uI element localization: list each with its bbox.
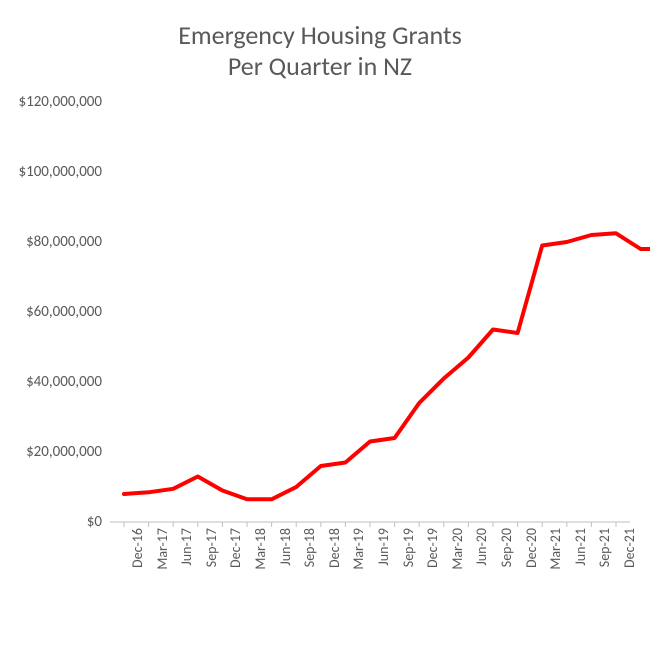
x-axis-label: Dec-21 [621, 528, 638, 568]
x-axis-label: Jun-20 [473, 528, 490, 566]
x-axis-label: Dec-18 [326, 528, 343, 568]
x-axis-label: Mar-17 [154, 528, 171, 570]
line-series [124, 141, 650, 500]
y-axis-label: $60,000,000 [26, 303, 110, 321]
x-axis-label: Dec-17 [227, 528, 244, 568]
chart-svg [110, 102, 630, 522]
y-axis-label: $100,000,000 [18, 163, 110, 181]
title-line-2: Per Quarter in NZ [228, 50, 412, 82]
x-axis-label: Sep-18 [301, 528, 318, 567]
x-axis-label: Mar-19 [350, 528, 367, 570]
x-axis-label: Dec-19 [424, 528, 441, 568]
x-axis-label: Jun-19 [375, 528, 392, 566]
y-axis-label: $0 [87, 513, 110, 531]
x-axis-label: Sep-20 [498, 528, 515, 567]
x-axis-label: Sep-21 [596, 528, 613, 567]
x-axis-label: Sep-17 [203, 528, 220, 567]
y-axis-label: $40,000,000 [26, 373, 110, 391]
plot-area: $0$20,000,000$40,000,000$60,000,000$80,0… [110, 102, 630, 522]
x-axis-label: Jun-18 [277, 528, 294, 566]
x-axis-label: Mar-21 [547, 528, 564, 570]
x-axis-label: Mar-20 [449, 528, 466, 570]
chart-container: Emergency Housing Grants Per Quarter in … [0, 0, 650, 650]
x-axis-labels: Dec-16 Mar-17 Jun-17 Sep-17 Dec-17 Mar-18 Jun-… [110, 522, 630, 612]
x-axis-label: Dec-16 [129, 528, 146, 568]
x-axis-label: Jun-21 [572, 528, 589, 566]
y-axis-label: $120,000,000 [18, 93, 110, 111]
y-axis-label: $20,000,000 [26, 443, 110, 461]
y-axis-label: $80,000,000 [26, 233, 110, 251]
x-axis-label: Mar-18 [252, 528, 269, 570]
x-axis-label: Dec-20 [523, 528, 540, 568]
chart-title: Emergency Housing Grants Per Quarter in … [10, 20, 630, 82]
x-axis-label: Jun-17 [178, 528, 195, 566]
title-line-1: Emergency Housing Grants [178, 19, 462, 51]
x-axis-label: Sep-19 [400, 528, 417, 567]
